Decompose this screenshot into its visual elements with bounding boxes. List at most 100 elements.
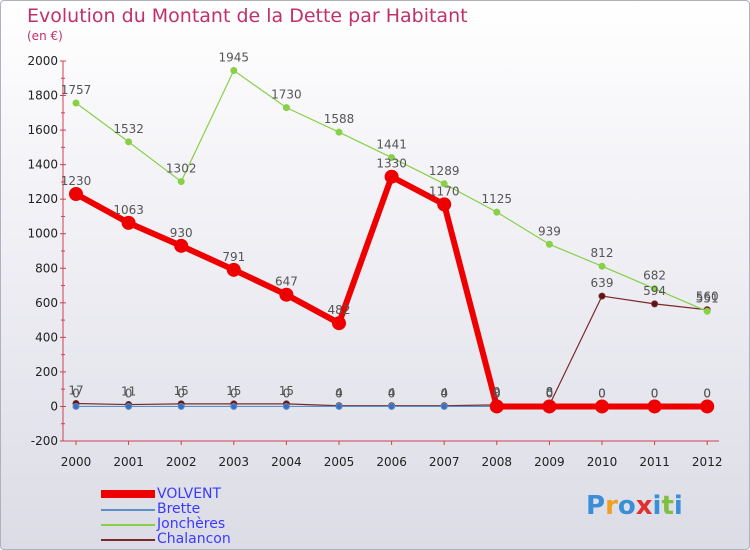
data-label-volvent: 1230 [61,174,92,188]
data-point-joncheres [125,138,133,146]
data-point-volvent [595,399,609,414]
data-label-brette: 0 [388,386,396,400]
data-point-joncheres [177,178,185,186]
data-label-chalancon: 17 [68,384,83,398]
data-label-chalancon: 15 [226,384,241,398]
data-label-chalancon: 4 [335,386,343,400]
data-label-brette: 0 [283,386,291,400]
data-label-volvent: 791 [222,250,245,264]
data-label-volvent: 0 [546,386,554,400]
data-point-joncheres [651,285,659,293]
data-label-chalancon: 11 [121,385,136,399]
legend-swatch-volvent [101,490,155,498]
data-label-joncheres: 682 [643,269,666,283]
data-point-volvent [279,287,294,302]
data-point-joncheres [282,104,290,112]
data-label-volvent: 930 [170,226,193,240]
x-tick-label: 2009 [534,455,565,469]
data-label-joncheres: 1730 [271,88,302,102]
y-tick-label: 600 [35,296,58,310]
y-tick-label: 2000 [27,54,58,68]
legend-swatch-joncheres [101,524,155,526]
series-line-volvent [74,173,708,410]
data-point-volvent [226,262,241,277]
proxiti-logo: Proxiti [586,491,683,521]
y-tick-label: 1400 [27,158,58,172]
data-label-volvent: 0 [493,386,501,400]
data-point-joncheres [440,180,448,188]
data-label-joncheres: 1302 [166,162,197,176]
data-labels: 17 11 15 15 15 4 4 4 9 8 639 594 560 0 0 0 0 0 0 0 0 0 0 0 0 0 175… [61,51,719,401]
data-label-joncheres: 1441 [376,138,407,152]
data-label-chalancon: 15 [174,384,189,398]
data-point-joncheres [388,154,396,162]
data-point-volvent [332,316,346,331]
y-tick-label: 1800 [27,89,58,103]
data-point-joncheres [335,128,343,136]
data-point-joncheres [230,67,238,74]
x-tick-label: 2004 [271,455,302,469]
data-label-brette: 0 [72,386,80,400]
series-layer [69,67,715,414]
data-label-volvent: 0 [651,386,659,400]
data-label-joncheres: 1125 [482,192,513,206]
x-tick-label: 2003 [219,455,250,469]
data-point-volvent [174,238,189,253]
x-tick-label: 2006 [376,455,407,469]
data-label-joncheres: 1588 [324,112,355,126]
data-label-volvent: 1330 [376,157,407,171]
data-point-volvent [647,399,662,414]
data-point-volvent [69,187,83,201]
x-tick-label: 2012 [692,455,723,469]
data-point-brette [440,402,448,410]
data-label-chalancon: 594 [643,284,666,298]
data-label-chalancon: 4 [440,386,448,400]
logo-letter: x [635,491,653,521]
data-point-brette [282,402,290,410]
data-label-joncheres: 1289 [429,164,460,178]
data-point-volvent [121,215,136,230]
data-label-volvent: 0 [703,386,711,400]
x-tick-label: 2002 [166,455,197,469]
y-tick-label: 200 [35,365,58,379]
data-point-volvent [437,197,452,212]
data-point-brette [72,402,80,410]
data-label-volvent: 0 [598,386,606,400]
data-point-joncheres [703,307,711,315]
data-label-chalancon: 15 [279,384,294,398]
data-label-chalancon: 8 [546,385,554,399]
data-label-joncheres: 812 [591,246,614,260]
data-label-joncheres: 1757 [61,83,92,97]
legend-label-joncheres: Jonchères [157,516,226,532]
data-label-chalancon: 4 [388,386,396,400]
x-tick-label: 2008 [482,455,513,469]
data-label-brette: 0 [493,386,501,400]
data-point-volvent [700,399,715,414]
data-label-volvent: 647 [275,275,298,289]
x-tick-label: 2000 [61,455,92,469]
data-label-chalancon: 9 [493,385,501,399]
axes: -200020040060080010001200140016001800200… [27,54,722,469]
unit-label: (en €) [27,29,63,43]
data-point-brette [388,402,396,410]
data-point-brette [177,402,185,410]
x-tick-label: 2011 [639,455,670,469]
x-tick-label: 2001 [113,455,144,469]
logo-letter: i [673,491,683,521]
data-point-chalancon [598,292,606,300]
data-point-joncheres [545,240,553,248]
logo-letter: r [605,491,618,521]
logo-letter: i [652,491,662,521]
x-tick-label: 2007 [429,455,460,469]
data-point-volvent [542,399,557,414]
x-tick-label: 2005 [324,455,355,469]
x-tick-label: 2010 [587,455,618,469]
data-point-volvent [489,399,504,414]
data-label-brette: 0 [651,386,659,400]
data-label-brette: 0 [546,386,554,400]
data-point-brette [230,402,238,410]
data-point-volvent [384,169,399,184]
y-tick-label: 1200 [27,192,58,206]
data-label-joncheres: 551 [696,291,719,305]
